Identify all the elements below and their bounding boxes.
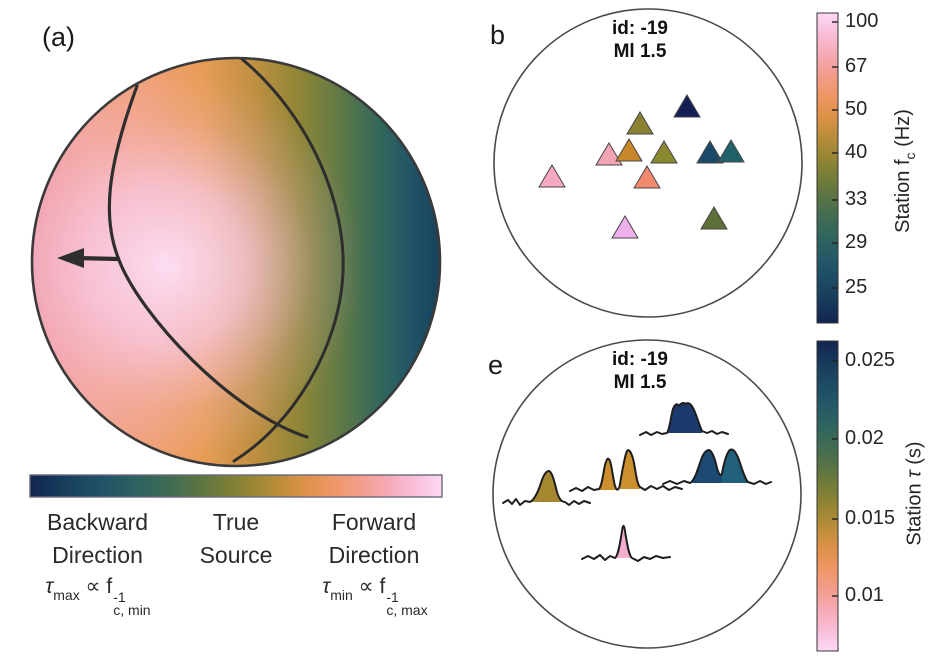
colorbar-tick-label: 25 <box>845 276 868 298</box>
f-superscript: -1 <box>113 589 126 605</box>
f-subscript: c, max <box>386 602 428 618</box>
panel-a-label: (a) <box>42 22 75 52</box>
colorbar-tick-label: 100 <box>845 10 879 32</box>
tau-symbol: τ <box>322 575 331 598</box>
great-circle-arc-1 <box>107 84 309 439</box>
legend-true-line1: True <box>212 509 260 535</box>
station-triangle-marker <box>717 139 745 163</box>
panel-b-station-markers <box>538 94 745 239</box>
colorbar-tick-label: 33 <box>845 188 868 210</box>
waveform-trace-line <box>569 449 683 492</box>
legend-backward-line1: Backward <box>47 509 148 535</box>
tau-symbol: τ <box>45 575 54 598</box>
colorbar-b-tick-labels: 100 67 50 40 33 29 25 <box>845 0 905 331</box>
f-symbol: f <box>379 575 386 598</box>
station-triangle-marker <box>615 138 643 162</box>
colorbar-b-axis-label-sub: c <box>902 152 918 160</box>
colorbar-e-axis-label-tau: τ <box>903 470 926 478</box>
waveform-pulse-fill <box>530 471 565 502</box>
colorbar-b-axis-label-suffix: (Hz) <box>892 109 914 153</box>
great-circle-arc-2 <box>232 57 345 463</box>
colorbar-tick-label: 0.02 <box>845 427 884 449</box>
station-triangle-marker <box>633 165 661 189</box>
panel-e-label: e <box>488 350 504 380</box>
legend-forward-line1: Forward <box>331 509 417 535</box>
legend-backward-line2: Direction <box>52 542 143 568</box>
legend-true-line2: Source <box>199 542 273 568</box>
legend-forward: Forward Direction <box>300 506 448 572</box>
colorbar-e <box>816 340 839 652</box>
waveform-trace-line <box>639 401 729 436</box>
legend-forward-line2: Direction <box>328 542 420 568</box>
panel-e-title-ml: Ml 1.5 <box>613 372 667 393</box>
colorbar-tick-marks <box>832 21 838 597</box>
panel-b-title-id: id: -19 <box>612 18 668 39</box>
station-triangle-marker <box>611 215 639 239</box>
formula-tau-min: τmin ∝ f -1 c, max <box>300 574 450 617</box>
colorbar-tick-label: 67 <box>845 55 868 77</box>
colorbar-e-axis-label: Station τ (s) <box>904 414 927 574</box>
colorbar-tick-label: 0.025 <box>845 349 896 371</box>
waveform-trace-line <box>581 524 671 562</box>
station-triangle-marker <box>595 142 623 166</box>
station-triangle-marker <box>626 111 654 135</box>
sphere-highlight <box>32 58 440 466</box>
station-triangle-marker <box>650 140 678 164</box>
station-triangle-marker <box>538 164 566 188</box>
waveform-pulse-fill <box>722 449 748 483</box>
colorbar-tick-label: 0.01 <box>845 584 884 606</box>
colorbar-b-axis-label-prefix: Station f <box>892 159 914 233</box>
tau-subscript: max <box>53 587 80 603</box>
colorbar-b-axis-label: Station fc (Hz) <box>892 91 918 251</box>
direction-arrow <box>57 248 119 268</box>
waveform-pulse-fill <box>599 458 616 490</box>
panel-a-sphere <box>30 56 442 468</box>
colorbar-a <box>29 474 443 498</box>
station-triangle-marker <box>673 94 701 118</box>
f-symbol: f <box>106 575 113 598</box>
station-triangle-marker <box>700 206 728 230</box>
f-superscript: -1 <box>386 589 399 605</box>
panel-e-waveform-traces <box>502 401 772 562</box>
legend-true-source: True Source <box>165 506 307 572</box>
f-supsub: -1 c, max <box>386 589 428 618</box>
formula-tau-max: τmax ∝ f -1 c, min <box>24 574 172 617</box>
proportional-symbol: ∝ <box>85 575 101 598</box>
tau-subscript: min <box>330 587 353 603</box>
colorbar-tick-label: 50 <box>845 98 868 120</box>
colorbar-e-axis-label-prefix: Station <box>903 477 926 546</box>
panel-e-title-id: id: -19 <box>612 349 668 370</box>
f-subscript: c, min <box>113 602 151 618</box>
waveform-trace-line <box>502 470 591 506</box>
legend-backward: Backward Direction <box>25 506 170 572</box>
colorbar-tick-label: 29 <box>845 231 868 253</box>
colorbar-b <box>816 12 839 324</box>
f-supsub: -1 c, min <box>113 589 151 618</box>
panel-b-circle <box>493 8 803 318</box>
colorbar-e-tick-labels: 0.025 0.02 0.015 0.01 <box>845 0 915 663</box>
station-triangle-marker <box>696 140 724 164</box>
colorbar-tick-label: 0.015 <box>845 507 896 529</box>
colorbar-e-axis-label-suffix: (s) <box>903 441 926 471</box>
panel-b-label: b <box>490 20 506 50</box>
colorbar-tick-label: 40 <box>845 141 868 163</box>
sphere-outline <box>30 56 442 468</box>
waveform-trace-line <box>662 448 772 485</box>
proportional-symbol: ∝ <box>358 575 374 598</box>
panel-e-circle <box>492 339 802 649</box>
panel-b-title-ml: Ml 1.5 <box>613 41 667 62</box>
